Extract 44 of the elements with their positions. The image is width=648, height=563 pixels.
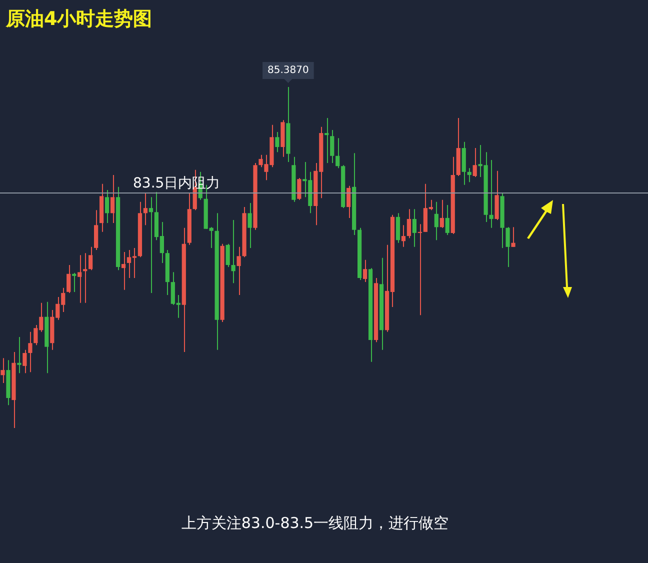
candlestick [472, 148, 477, 178]
candlestick [511, 226, 516, 248]
candlestick [324, 118, 329, 164]
annotation: 85.3870 [268, 65, 309, 76]
candlestick [462, 141, 466, 186]
candlestick [412, 208, 417, 248]
chart-title: 原油4小时走势图 [6, 7, 152, 32]
candlestick [78, 254, 82, 304]
candlestick [72, 272, 76, 292]
candlestick [148, 196, 154, 294]
candlestick [445, 204, 450, 236]
candlestick [418, 224, 422, 316]
candlestick [346, 185, 351, 218]
candlestick [406, 208, 412, 239]
candlestick [401, 224, 406, 248]
candlestick [226, 243, 230, 268]
candlestick [110, 174, 115, 224]
candlestick [275, 132, 280, 153]
candlestick [506, 226, 510, 268]
candlestick [297, 178, 302, 200]
candlestick [104, 189, 110, 224]
candlestick [121, 252, 126, 290]
candlestick [143, 192, 148, 226]
candlestick [362, 259, 368, 283]
candlestick [94, 210, 98, 250]
candlestick [83, 252, 88, 304]
candlestick [434, 201, 438, 241]
candlestick [396, 212, 400, 244]
candlestick [248, 202, 252, 248]
candlestick [467, 168, 472, 183]
candlestick [28, 331, 32, 373]
candlestick [236, 246, 241, 296]
candlestick [88, 246, 93, 271]
candlestick [0, 358, 5, 384]
candlestick [330, 129, 334, 164]
candlestick [22, 349, 27, 374]
candlestick [336, 138, 340, 169]
candlestick [440, 199, 444, 228]
text: 上方关注83.0-83.5一线阻力，进行做空 [180, 514, 450, 533]
candlestick [66, 264, 71, 294]
candlestick [17, 336, 22, 374]
candlestick [231, 219, 236, 284]
candlestick [494, 170, 499, 220]
candlestick [489, 159, 494, 228]
